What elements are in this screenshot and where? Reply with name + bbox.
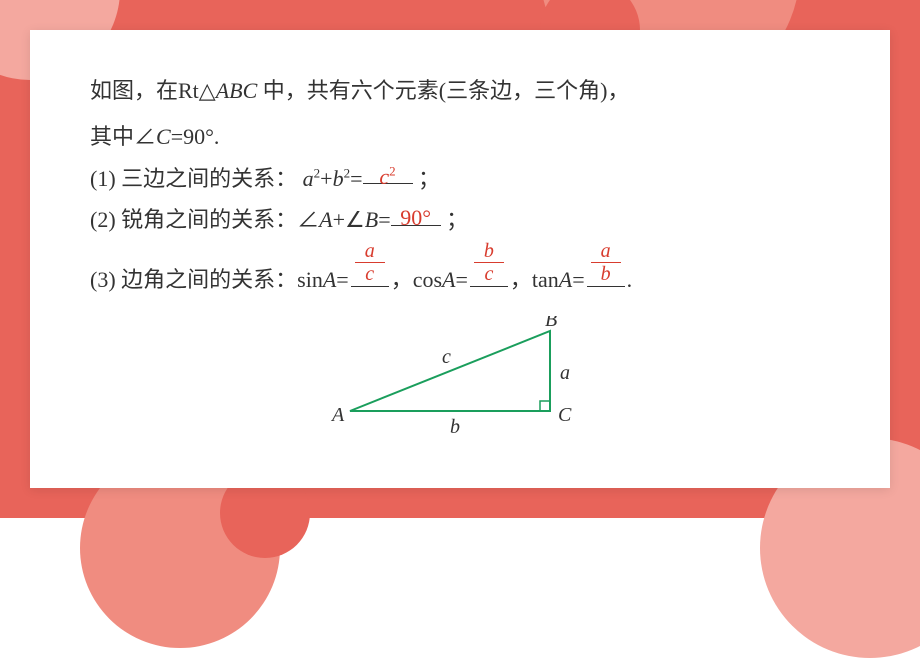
q3-blank-1: ac xyxy=(351,286,389,287)
frac1-den: c xyxy=(355,263,385,284)
side-label-a: a xyxy=(560,362,570,384)
q2-answer: 90° xyxy=(400,205,431,230)
q1-answer: c2 xyxy=(379,164,395,189)
q2-label: (2) 锐角之间的关系：∠ xyxy=(90,207,319,232)
q3-blank-3: ab xyxy=(587,286,625,287)
intro-text-1: 如图，在Rt△ xyxy=(90,78,216,103)
q3-sep1: ，cos xyxy=(391,267,442,292)
q1-eq: = xyxy=(350,166,362,191)
vertex-label-C: C xyxy=(558,404,572,426)
frac1-num: a xyxy=(355,241,385,263)
q2-after: ； xyxy=(446,207,468,232)
q3-frac-1: ac xyxy=(355,241,385,284)
intro-line-2: 其中∠C=90°. xyxy=(90,116,840,158)
q2-eq: = xyxy=(378,207,390,232)
q2-blank: 90° xyxy=(391,199,441,225)
triangle-shape xyxy=(350,331,550,411)
q3-end: . xyxy=(627,267,633,292)
q3-sep2: ，tan xyxy=(510,267,559,292)
frac3-den: b xyxy=(591,263,621,284)
vertex-label-A: A xyxy=(330,404,345,426)
question-2: (2) 锐角之间的关系：∠A+∠B=90° ； xyxy=(90,199,840,241)
q3-A1: A xyxy=(323,267,336,292)
q1-answer-sup: 2 xyxy=(389,163,396,178)
frac2-num: b xyxy=(474,241,504,263)
right-angle-icon xyxy=(540,401,550,411)
side-label-c: c xyxy=(442,346,451,368)
q3-blank-2: bc xyxy=(470,286,508,287)
triangle-svg: A B C a b c xyxy=(320,316,610,446)
q3-frac-3: ab xyxy=(591,241,621,284)
q3-eq3: = xyxy=(572,267,584,292)
q1-b: b xyxy=(333,166,344,191)
frac2-den: c xyxy=(474,263,504,284)
intro-text-3: 其中∠ xyxy=(90,124,156,149)
vertex-label-B: B xyxy=(545,316,557,331)
intro-text-2: 中，共有六个元素(三条边，三个角)， xyxy=(257,78,629,103)
q3-A2: A xyxy=(442,267,455,292)
q1-after: ； xyxy=(418,166,440,191)
q2-B: B xyxy=(365,207,378,232)
q1-label: (1) 三边之间的关系： xyxy=(90,166,297,191)
triangle-diagram: A B C a b c xyxy=(90,316,840,451)
intro-text-4: =90°. xyxy=(171,124,220,149)
q3-A3: A xyxy=(559,267,572,292)
q2-plus: +∠ xyxy=(333,207,365,232)
q1-answer-base: c xyxy=(379,164,389,189)
intro-line-1: 如图，在Rt△ABC 中，共有六个元素(三条边，三个角)， xyxy=(90,70,840,112)
q1-blank: c2 xyxy=(363,158,413,184)
q1-plus: + xyxy=(320,166,332,191)
q1-a: a xyxy=(303,166,314,191)
q3-frac-2: bc xyxy=(474,241,504,284)
intro-angle-c: C xyxy=(156,124,171,149)
side-label-b: b xyxy=(450,416,460,438)
q2-A: A xyxy=(319,207,332,232)
question-1: (1) 三边之间的关系： a2+b2=c2 ； xyxy=(90,158,840,200)
content-card: 如图，在Rt△ABC 中，共有六个元素(三条边，三个角)， 其中∠C=90°. … xyxy=(30,30,890,488)
frac3-num: a xyxy=(591,241,621,263)
q3-eq2: = xyxy=(455,267,467,292)
q3-eq1: = xyxy=(336,267,348,292)
intro-triangle-name: ABC xyxy=(216,78,258,103)
q3-label: (3) 边角之间的关系：sin xyxy=(90,267,323,292)
question-3: (3) 边角之间的关系：sinA=ac，cosA=bc，tanA=ab. xyxy=(90,259,840,301)
